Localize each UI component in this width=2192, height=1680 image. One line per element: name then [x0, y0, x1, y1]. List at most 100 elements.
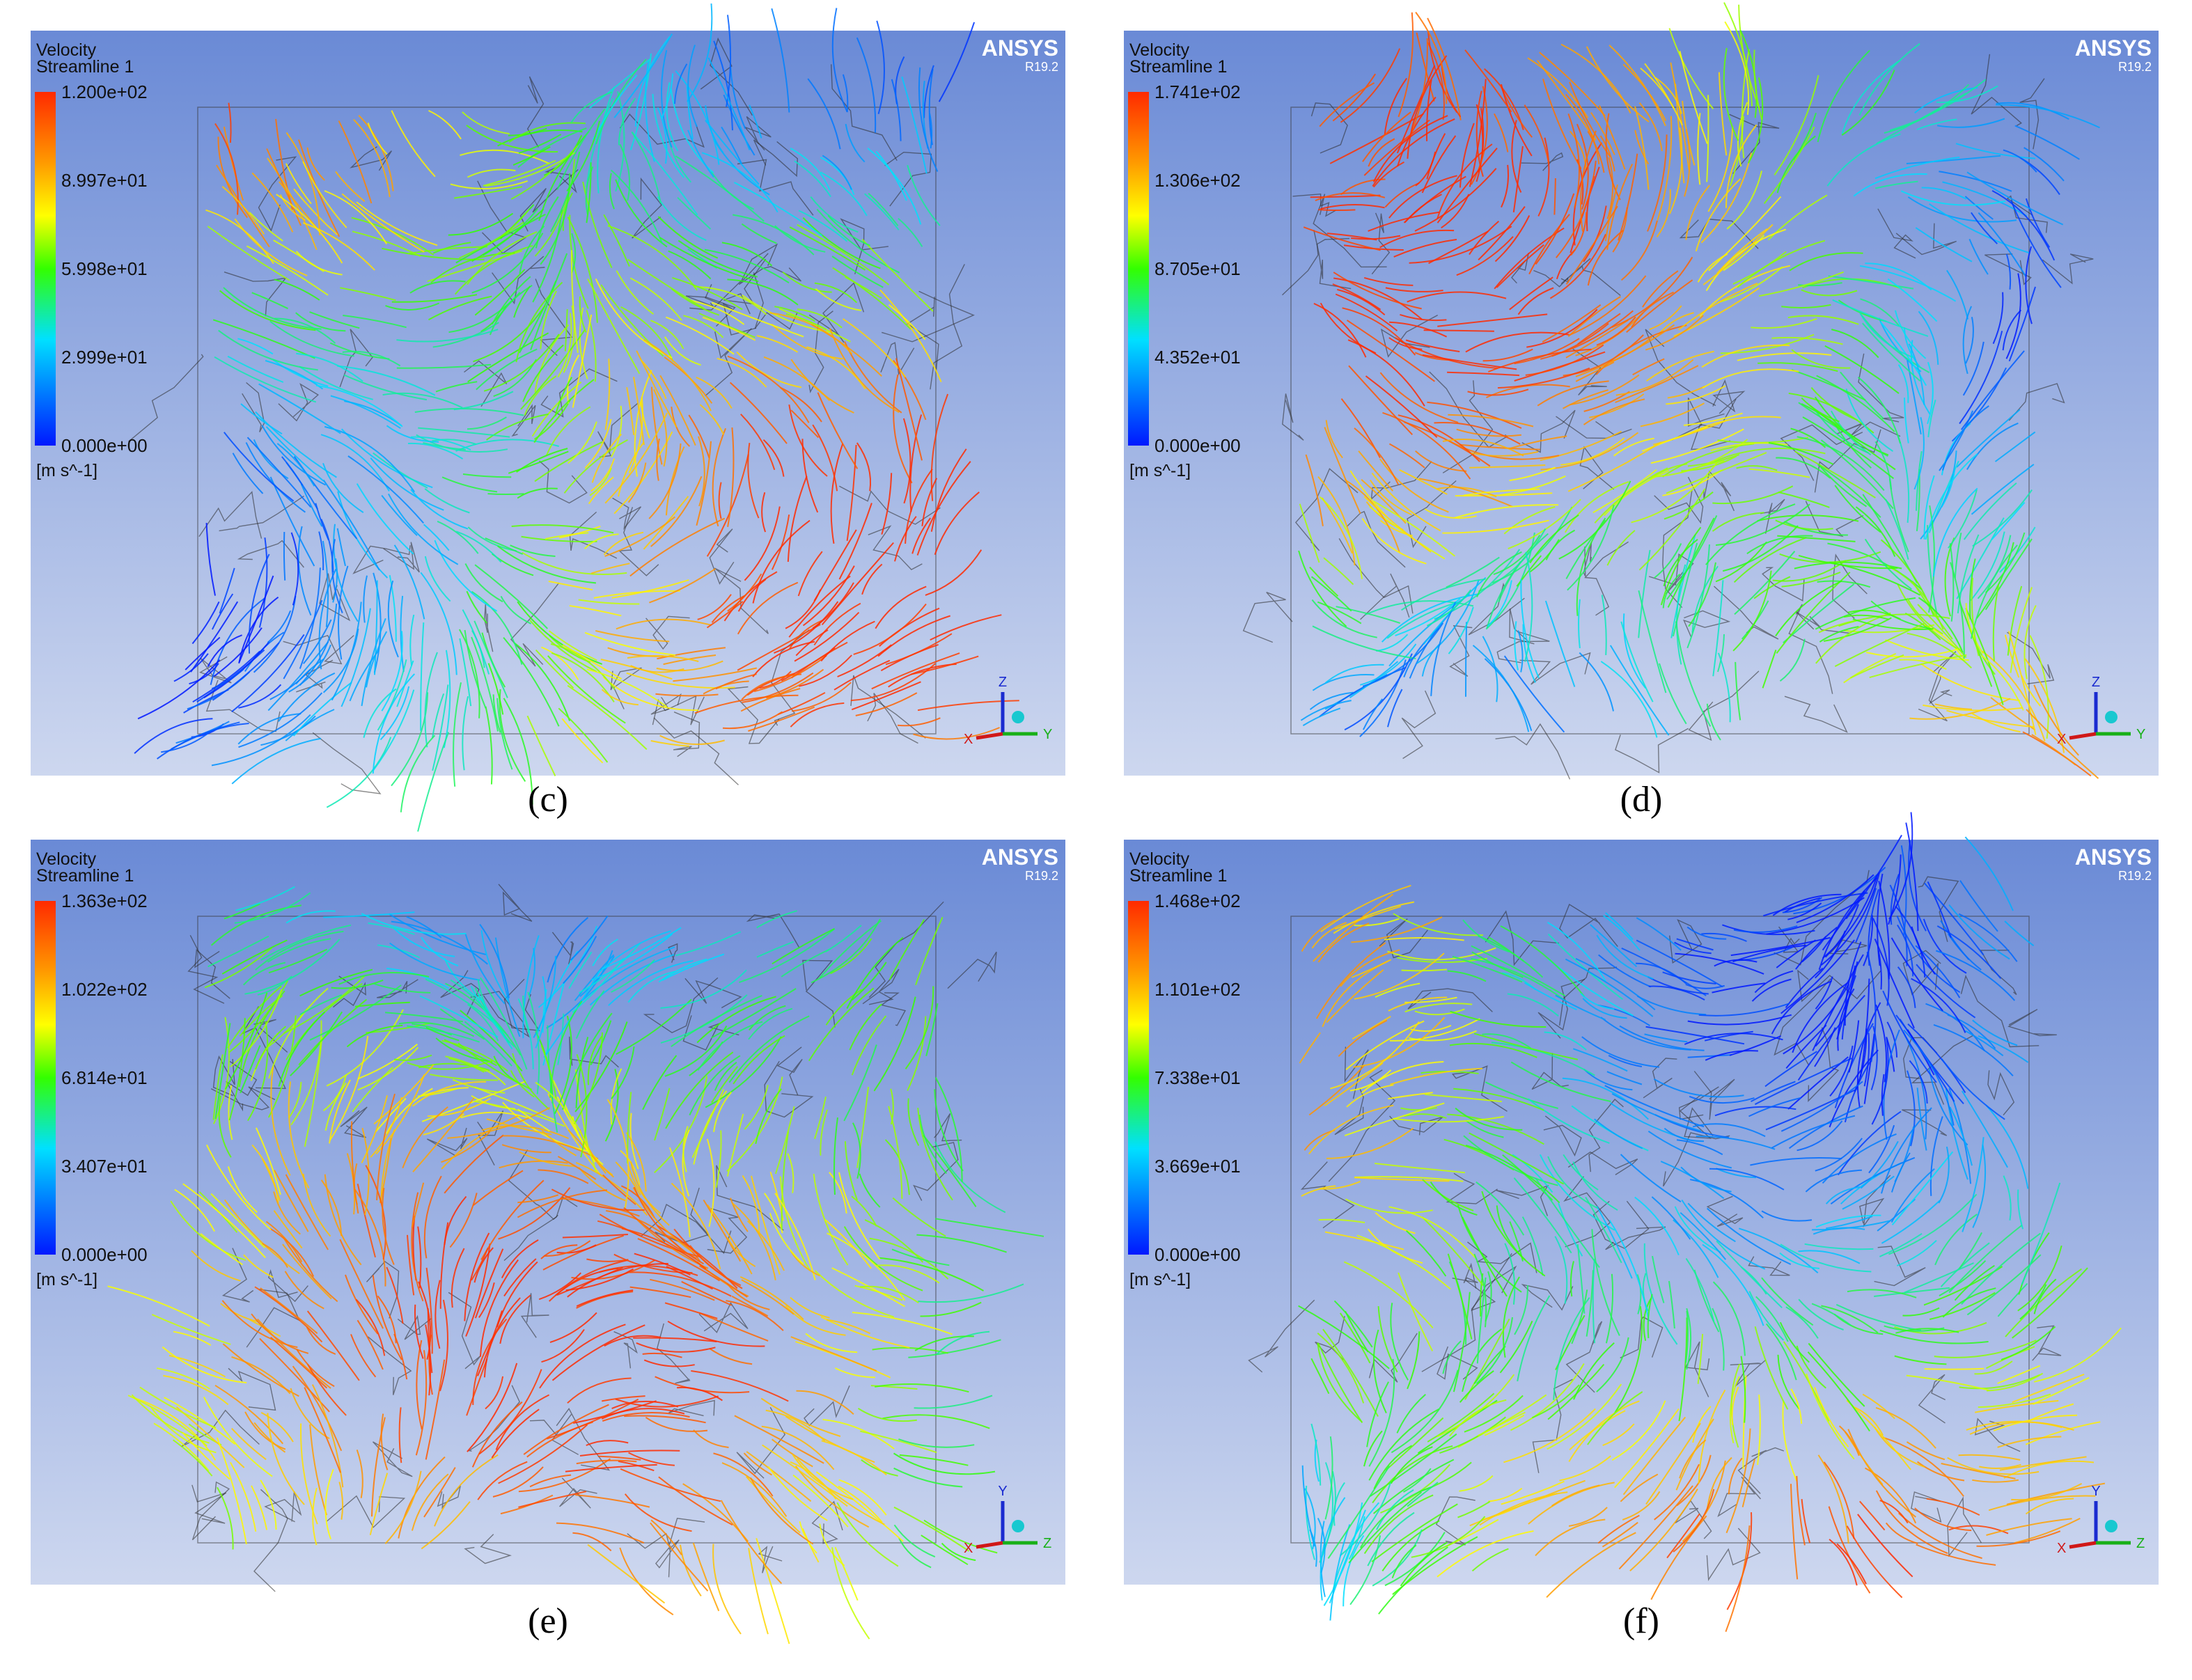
streamline	[1649, 305, 1682, 331]
streamline	[329, 342, 390, 360]
streamline	[521, 535, 597, 542]
streamline	[705, 120, 760, 185]
streamline	[1403, 627, 1440, 677]
streamline	[1469, 79, 1487, 187]
streamline	[1879, 1232, 1923, 1257]
streamline	[837, 644, 892, 677]
streamline	[657, 196, 707, 242]
streamline	[565, 1463, 657, 1473]
geometry-edge	[529, 1413, 579, 1455]
streamline	[441, 476, 498, 493]
streamline	[1638, 590, 1667, 693]
streamline	[1904, 398, 1909, 443]
streamline	[1923, 704, 2023, 712]
streamline	[227, 985, 282, 1049]
streamline	[251, 1313, 309, 1354]
streamline	[1415, 11, 1448, 104]
streamline	[569, 605, 622, 617]
axis-right-label: Z	[1043, 1536, 1051, 1551]
streamline	[876, 20, 885, 114]
streamline	[587, 1544, 666, 1604]
streamline	[680, 1544, 702, 1596]
streamline	[1393, 1115, 1504, 1123]
streamline	[551, 1324, 645, 1381]
streamline	[489, 285, 533, 336]
geometry-edge	[727, 686, 780, 744]
streamline	[1972, 1144, 1987, 1228]
streamline	[562, 1012, 613, 1110]
streamline	[1430, 602, 1457, 696]
streamline	[842, 74, 849, 113]
streamline	[1459, 1370, 1494, 1403]
streamline	[434, 1454, 499, 1527]
axis-other-label: X	[964, 732, 973, 747]
streamline	[131, 1394, 210, 1444]
geometry-edge	[1485, 910, 1559, 966]
streamline	[616, 618, 712, 630]
streamline	[1838, 613, 1950, 627]
geometry-edge	[700, 37, 753, 116]
streamline	[1657, 116, 1673, 221]
streamline	[744, 506, 781, 581]
streamline	[1654, 543, 1682, 579]
geometry-edge	[776, 1046, 803, 1096]
streamline	[1652, 1255, 1665, 1303]
unit-label: [m s^-1]	[36, 461, 97, 480]
streamline	[1613, 437, 1654, 457]
streamline	[221, 186, 265, 235]
streamline	[539, 1324, 626, 1389]
streamline	[885, 633, 953, 666]
streamline	[815, 1471, 904, 1542]
streamline	[1663, 491, 1714, 520]
geometry-edge	[559, 1477, 597, 1509]
streamline	[627, 655, 699, 662]
streamline	[1815, 597, 1916, 630]
streamline	[1776, 457, 1831, 479]
streamline	[586, 310, 597, 382]
streamline	[588, 476, 614, 505]
streamline	[1920, 450, 1957, 540]
streamline	[1978, 1393, 2051, 1408]
streamline	[790, 1296, 830, 1319]
streamline	[511, 524, 614, 534]
streamline	[546, 1398, 639, 1440]
streamline	[1688, 562, 1716, 627]
streamline	[1776, 939, 1817, 968]
domain-outline	[1290, 916, 2030, 1544]
streamline	[1416, 32, 1435, 102]
streamline	[642, 1352, 682, 1358]
streamline	[1478, 528, 1547, 592]
streamline	[628, 1452, 675, 1466]
streamline	[182, 1431, 230, 1480]
streamline	[1959, 331, 2003, 425]
streamline	[586, 668, 668, 707]
streamline	[797, 223, 890, 285]
streamline	[253, 1422, 286, 1453]
streamline	[849, 1003, 882, 1051]
streamline	[576, 1053, 588, 1158]
streamline	[1322, 1328, 1379, 1417]
streamline	[292, 1365, 343, 1452]
streamline	[161, 730, 212, 753]
triad-sphere	[2105, 1520, 2117, 1532]
streamline	[760, 1397, 841, 1437]
streamline	[1631, 461, 1719, 524]
streamline	[1340, 949, 1400, 987]
streamline	[602, 1174, 636, 1205]
streamline	[570, 91, 613, 123]
streamline	[678, 240, 758, 278]
streamline	[661, 953, 725, 981]
streamline	[1319, 496, 1363, 579]
colorbar-label: 0.000e+00	[61, 435, 148, 456]
streamline	[547, 917, 589, 983]
streamline	[1958, 913, 2018, 962]
geometry-edge	[205, 680, 281, 732]
streamline	[603, 531, 644, 556]
streamline	[257, 1318, 331, 1389]
streamline	[447, 1107, 550, 1139]
geometry-edge	[128, 354, 204, 442]
streamline	[535, 649, 574, 689]
triad-sphere	[1012, 1520, 1024, 1532]
streamline	[722, 711, 783, 730]
streamline	[832, 267, 911, 330]
